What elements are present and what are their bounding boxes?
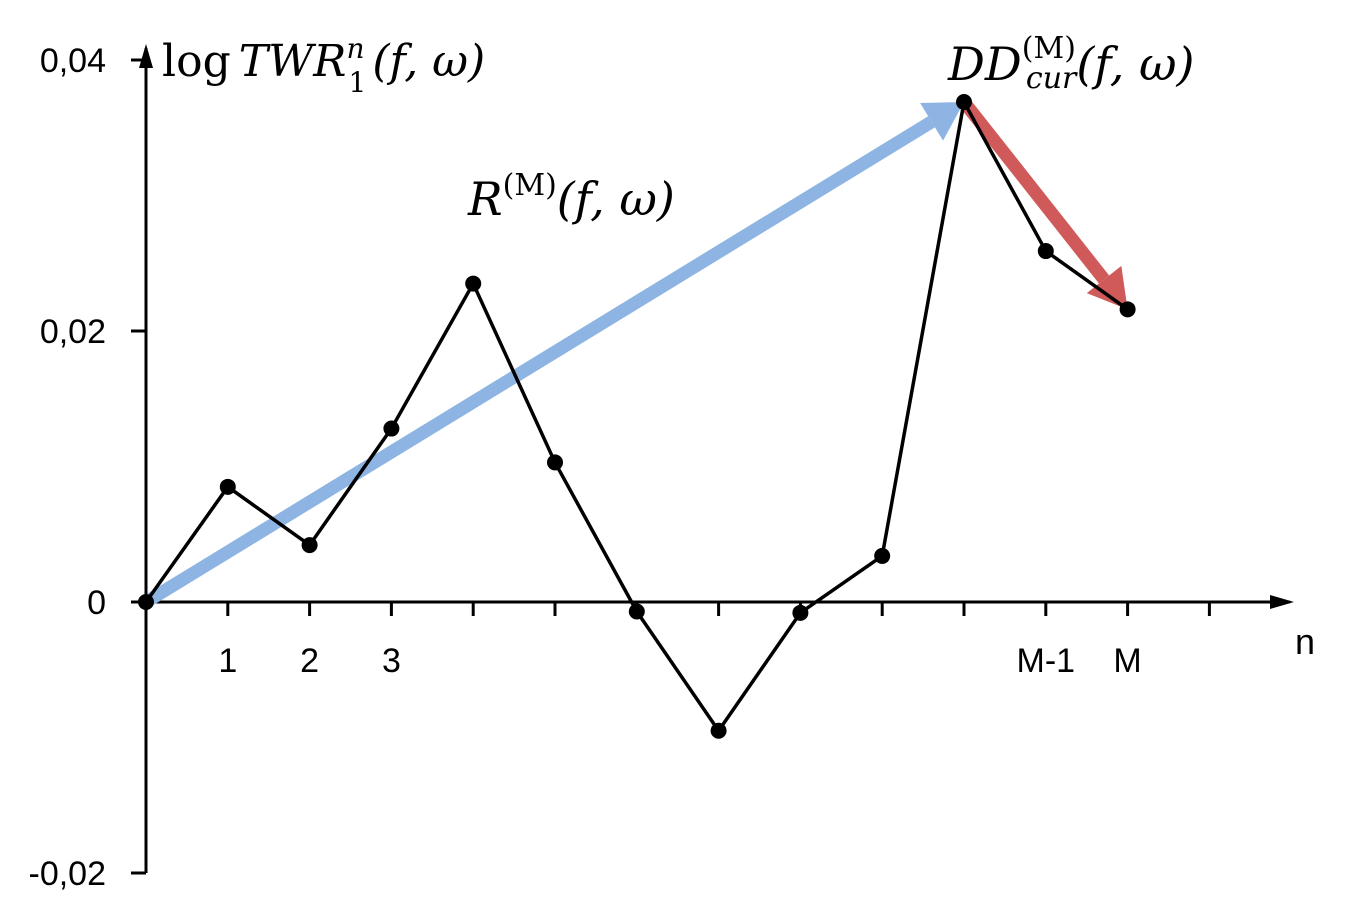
data-point xyxy=(1037,243,1054,260)
series xyxy=(138,94,1136,739)
y-axis-arrowhead xyxy=(139,44,153,68)
drawdown-label-args: (f, ω) xyxy=(1076,37,1194,91)
data-point xyxy=(1119,301,1136,318)
y-axis-label-args: (f, ω) xyxy=(372,36,485,87)
data-point xyxy=(219,478,236,495)
x-tick-label: M xyxy=(1113,642,1141,680)
y-axis-label: log TWRn 1 (f, ω) xyxy=(162,32,485,99)
data-point xyxy=(301,537,318,554)
data-point xyxy=(710,722,727,739)
data-point xyxy=(547,454,563,471)
data-point xyxy=(956,94,972,111)
return-arrow-head xyxy=(920,102,964,141)
drawdown-arrow-shaft xyxy=(958,97,1110,284)
return-label-superscript: (M) xyxy=(503,168,557,203)
drawdown-arrow xyxy=(958,97,1128,310)
data-point xyxy=(628,603,645,620)
axes xyxy=(132,44,1294,873)
drawdown-label-subscript: cur xyxy=(1026,61,1078,96)
data-point xyxy=(383,420,400,437)
y-axis-label-superscript: n xyxy=(346,32,364,65)
y-tick-label: 0,04 xyxy=(40,42,106,80)
y-ticks: 0,04 0,02 0 -0,02 xyxy=(29,42,146,893)
x-tick-label: 1 xyxy=(218,642,237,680)
y-axis-label-subscript: 1 xyxy=(348,66,366,99)
x-tick-label: 3 xyxy=(382,642,401,680)
x-axis-label: n xyxy=(1295,621,1315,662)
x-tick-label: 2 xyxy=(300,642,319,680)
drawdown-label-superscript: (M) xyxy=(1022,31,1076,66)
drawdown-label-main: DD xyxy=(947,37,1022,91)
drawdown-arrow-head xyxy=(1086,265,1128,310)
x-axis-arrowhead xyxy=(1270,595,1294,609)
data-point xyxy=(874,547,891,564)
y-tick-label: 0 xyxy=(87,584,106,622)
data-point xyxy=(792,604,809,621)
return-label-args: (f, ω) xyxy=(557,172,675,226)
x-tick-label: M-1 xyxy=(1017,642,1076,680)
drawdown-label: DD(M) cur(f, ω) xyxy=(947,31,1194,96)
return-label-main: R xyxy=(467,172,503,226)
data-point xyxy=(138,594,154,610)
data-point xyxy=(465,275,482,292)
y-tick-label: 0,02 xyxy=(40,313,106,351)
x-ticks: 1 2 3 M-1 M xyxy=(218,602,1211,680)
y-axis-label-main: TWR xyxy=(239,36,347,87)
y-tick-label: -0,02 xyxy=(29,855,107,893)
return-label: R(M)(f, ω) xyxy=(467,168,675,226)
y-axis-label-prefix: log xyxy=(162,36,231,87)
